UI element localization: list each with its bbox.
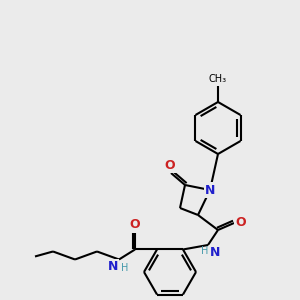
Text: O: O (235, 217, 246, 230)
Text: CH₃: CH₃ (209, 74, 227, 84)
Text: H: H (121, 263, 128, 274)
Text: N: N (205, 184, 215, 196)
Text: N: N (108, 260, 118, 274)
Text: N: N (210, 246, 220, 259)
Text: O: O (165, 159, 175, 172)
Text: O: O (130, 218, 140, 232)
Text: H: H (201, 246, 208, 256)
